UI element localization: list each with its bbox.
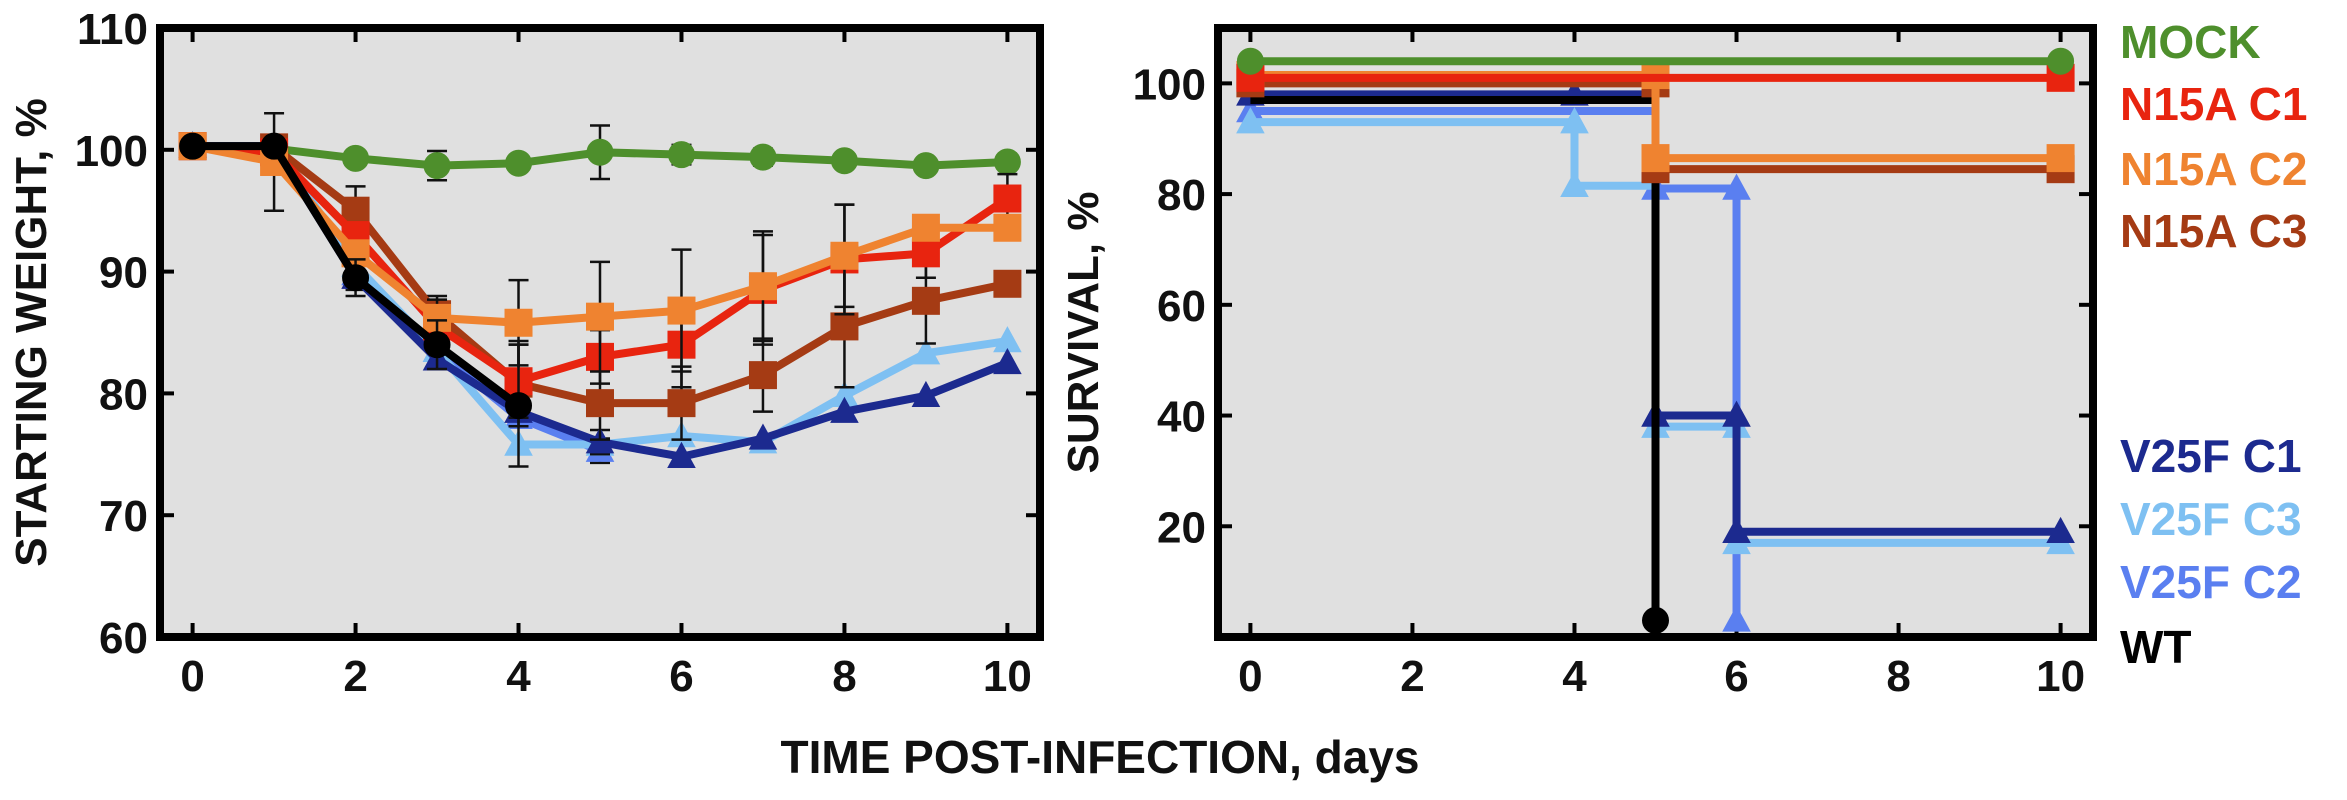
- weight-chart: 0 2 4 6 8 10 60 70 80 90 100 110 STARTING WEIGHT, %: [7, 5, 1044, 701]
- y-tick-label: 100: [75, 127, 148, 176]
- data-point: [1722, 516, 1751, 544]
- y-tick-label: 70: [99, 492, 148, 541]
- data-point: [911, 239, 940, 268]
- data-point: [912, 152, 940, 180]
- data-point: [748, 423, 778, 450]
- data-point: [1641, 144, 1670, 173]
- data-point: [1236, 107, 1265, 134]
- y-tick-label: 60: [99, 614, 148, 663]
- data-point: [586, 138, 614, 166]
- data-point: [830, 380, 859, 408]
- data-point: [911, 286, 940, 315]
- data-point: [911, 338, 941, 365]
- data-point: [342, 264, 370, 292]
- data-point: [504, 308, 533, 337]
- y-tick-label: 100: [1133, 60, 1206, 109]
- x-tick-label: 8: [832, 652, 856, 701]
- y-tick-label: 20: [1157, 503, 1206, 552]
- x-tick-label: 0: [180, 652, 204, 701]
- data-point: [1236, 47, 1264, 75]
- legend-label-n15a-c1: N15A C1: [2120, 78, 2307, 130]
- data-point: [830, 241, 859, 270]
- data-point: [993, 326, 1022, 353]
- data-point: [749, 143, 777, 171]
- data-point: [748, 272, 777, 301]
- y-axis-label: SURVIVAL, %: [1059, 192, 1108, 474]
- data-point: [423, 331, 451, 359]
- plot-frame: [156, 24, 1044, 641]
- legend-label-n15a-c2: N15A C2: [2120, 143, 2307, 195]
- data-point: [342, 144, 370, 172]
- legend-label-wt: WT: [2120, 621, 2192, 673]
- data-point: [1722, 605, 1751, 632]
- x-tick-label: 6: [1724, 652, 1748, 701]
- legend: MOCK N15A C1 N15A C2 N15A C3 V25F C1 V25F C3 V…: [2120, 16, 2307, 673]
- data-point: [830, 147, 858, 175]
- data-point: [993, 148, 1021, 176]
- data-point: [667, 296, 696, 325]
- data-point: [2046, 144, 2075, 173]
- data-point: [505, 149, 533, 177]
- y-tick-label: 80: [99, 370, 148, 419]
- series-mock: [1236, 47, 2075, 75]
- data-point: [586, 302, 614, 331]
- data-point: [179, 132, 207, 160]
- y-tick-label: 110: [77, 5, 148, 54]
- data-point: [1560, 107, 1589, 134]
- data-point: [830, 396, 859, 423]
- legend-label-n15a-c3: N15A C3: [2120, 205, 2307, 257]
- data-point: [1722, 400, 1751, 427]
- data-point: [667, 389, 696, 418]
- shared-x-axis-label: TIME POST-INFECTION, days: [781, 731, 1420, 783]
- data-point: [2046, 516, 2075, 544]
- data-point: [993, 213, 1022, 242]
- data-point: [830, 312, 859, 341]
- data-point: [993, 348, 1022, 375]
- data-point: [911, 380, 941, 408]
- y-tick-label: 60: [1157, 282, 1206, 331]
- legend-label-v25f-c1: V25F C1: [2120, 430, 2302, 482]
- series-wt: [179, 132, 533, 468]
- x-tick-label: 10: [2036, 652, 2085, 701]
- y-tick-label: 90: [99, 249, 148, 298]
- data-point: [423, 152, 451, 180]
- data-point: [586, 389, 614, 418]
- data-point: [505, 392, 533, 420]
- x-tick-label: 8: [1886, 652, 1910, 701]
- data-point: [667, 141, 695, 169]
- y-axis-label: STARTING WEIGHT, %: [7, 98, 56, 567]
- x-tick-label: 10: [983, 652, 1032, 701]
- plot-frame: [1214, 24, 2097, 641]
- data-point: [667, 441, 696, 468]
- x-tick-label: 2: [1400, 652, 1424, 701]
- y-tick-label: 80: [1157, 171, 1206, 220]
- data-point: [1722, 173, 1751, 200]
- x-tick-label: 2: [343, 652, 367, 701]
- series-mock: [179, 124, 1021, 182]
- x-tick-label: 0: [1238, 652, 1262, 701]
- data-point: [260, 132, 288, 160]
- data-point: [911, 213, 940, 242]
- legend-label-v25f-c2: V25F C2: [2120, 556, 2302, 608]
- x-tick-label: 4: [1562, 652, 1587, 701]
- x-tick-label: 4: [506, 652, 531, 701]
- y-tick-label: 40: [1157, 393, 1206, 442]
- survival-chart: 0 2 4 6 8 10 20 40 60 80 100 SURVIVAL, %: [1059, 24, 2097, 701]
- x-tick-label: 6: [669, 652, 693, 701]
- data-point: [1642, 606, 1669, 634]
- legend-label-v25f-c3: V25F C3: [2120, 493, 2302, 545]
- data-point: [2047, 47, 2075, 75]
- data-point: [748, 361, 777, 390]
- data-point: [993, 269, 1022, 298]
- data-point: [993, 184, 1022, 213]
- legend-label-mock: MOCK: [2120, 16, 2261, 68]
- data-point: [1560, 170, 1589, 197]
